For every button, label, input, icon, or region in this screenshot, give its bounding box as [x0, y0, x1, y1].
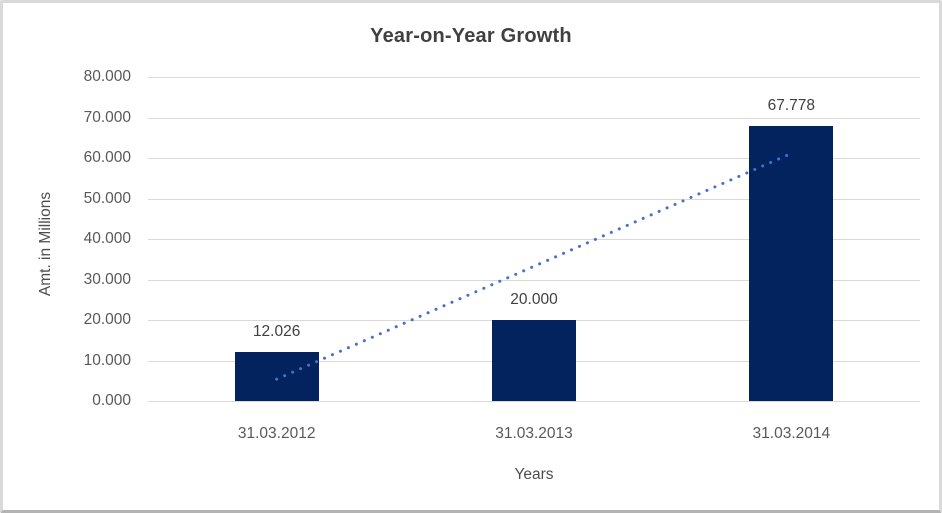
y-tick-label: 80.000	[83, 68, 131, 85]
x-tick-label: 31.03.2012	[237, 425, 316, 442]
bar-data-label: 12.026	[252, 323, 301, 341]
bar-31.03.2012	[234, 352, 319, 401]
bar-31.03.2014	[749, 126, 834, 401]
bar-data-label: 20.000	[510, 291, 558, 308]
gridline	[148, 77, 920, 78]
bar-data-label: 67.778	[767, 97, 816, 115]
x-axis-title: Years	[514, 466, 554, 483]
gridline	[148, 401, 920, 402]
y-tick-label: 20.000	[83, 311, 131, 328]
y-tick-label: 70.000	[83, 108, 131, 126]
y-tick-label: 60.000	[83, 149, 131, 166]
y-tick-label: 30.000	[83, 270, 131, 288]
y-tick-label: 50.000	[83, 189, 131, 207]
y-tick-label: 0.000	[92, 392, 131, 409]
x-tick-label: 31.03.2013	[495, 425, 573, 442]
y-tick-label: 10.000	[83, 351, 131, 369]
chart-title: Year-on-Year Growth	[370, 25, 572, 47]
gridline	[148, 117, 920, 119]
bar-31.03.2013	[492, 320, 576, 401]
y-tick-label: 40.000	[83, 230, 131, 247]
x-tick-label: 31.03.2014	[752, 425, 831, 442]
plot-area: 12.026 20.000 67.778	[148, 77, 920, 402]
